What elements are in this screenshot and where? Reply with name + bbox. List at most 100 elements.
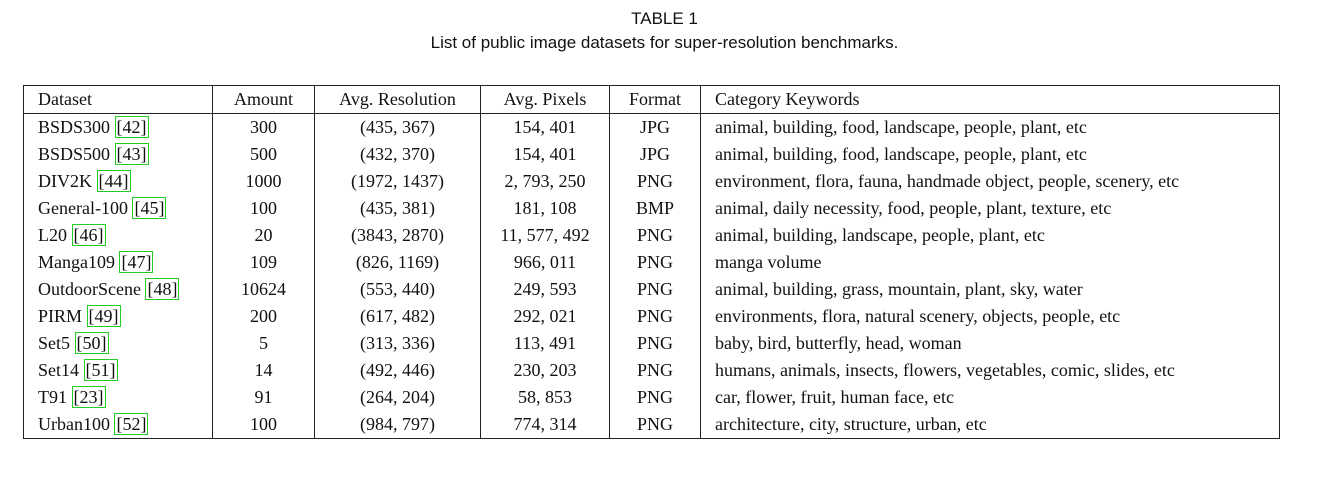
table-cell: environments, flora, natural scenery, ob…: [715, 306, 1121, 326]
citation: [47]: [119, 251, 154, 273]
table-row: OutdoorScene [48] 10624 (553, 440) 249, 593…: [23, 276, 1280, 303]
table-cell: (553, 440): [314, 276, 481, 303]
table-row: BSDS300 [42] 300 (435, 367) 154, 401 JPG anim…: [23, 113, 1280, 141]
header-row: Dataset Amount Avg. Resolution Avg. Pixels F…: [23, 85, 1280, 114]
table-cell: PNG: [609, 276, 701, 303]
table-cell: 11, 577, 492: [480, 222, 610, 249]
table-cell: 774, 314: [480, 411, 610, 439]
dataset-cell: L20 [46]: [23, 222, 213, 249]
table-cell: (1972, 1437): [314, 168, 481, 195]
table-cell: BMP: [609, 195, 701, 222]
citation: [48]: [145, 278, 180, 300]
dataset-cell: PIRM [49]: [23, 303, 213, 330]
table-cell: 230, 203: [480, 357, 610, 384]
table-row: Urban100 [52] 100 (984, 797) 774, 314 PNG arc…: [23, 411, 1280, 439]
table-cell: animal, building, grass, mountain, plant…: [715, 279, 1083, 299]
dataset-name: Urban100: [38, 414, 110, 434]
table-body: BSDS300 [42] 300 (435, 367) 154, 401 JPG anim…: [23, 113, 1280, 439]
table-cell: (492, 446): [314, 357, 481, 384]
dataset-cell: OutdoorScene [48]: [23, 276, 213, 303]
citation: [51]: [83, 359, 118, 381]
table-cell: humans, animals, insects, flowers, veget…: [715, 360, 1175, 380]
header-cell: Amount: [212, 85, 315, 114]
dataset-name: Set5: [38, 333, 71, 353]
citation: [43]: [114, 143, 149, 165]
table-cell: (435, 367): [314, 113, 481, 141]
table-row: General-100 [45] 100 (435, 381) 181, 108 BMP…: [23, 195, 1280, 222]
citation: [42]: [114, 116, 149, 138]
table-cell: baby, bird, butterfly, head, woman: [715, 333, 962, 353]
table-label: TABLE 1: [631, 9, 698, 28]
citation: [23]: [71, 386, 106, 408]
dataset-cell: Manga109 [47]: [23, 249, 213, 276]
table-cell: animal, building, food, landscape, peopl…: [715, 144, 1087, 164]
table-row: PIRM [49] 200 (617, 482) 292, 021 PNG environ…: [23, 303, 1280, 330]
dataset-name: BSDS500: [38, 144, 111, 164]
table-cell: 200: [212, 303, 315, 330]
table-cell: 249, 593: [480, 276, 610, 303]
table-cell: 1000: [212, 168, 315, 195]
table-cell: 91: [212, 384, 315, 411]
table-cell: 5: [212, 330, 315, 357]
dataset-name: DIV2K: [38, 171, 92, 191]
table-cell: (313, 336): [314, 330, 481, 357]
table-row: BSDS500 [43] 500 (432, 370) 154, 401 JPG anim…: [23, 141, 1280, 168]
dataset-table: Dataset Amount Avg. Resolution Avg. Pixels F…: [23, 85, 1280, 439]
table-cell: JPG: [609, 141, 701, 168]
header-cell: Category Keywords: [700, 85, 1280, 114]
table-cell: JPG: [609, 113, 701, 141]
dataset-cell: Set14 [51]: [23, 357, 213, 384]
table-cell: 154, 401: [480, 113, 610, 141]
dataset-name: General-100: [38, 198, 128, 218]
citation: [46]: [71, 224, 106, 246]
table-cell: PNG: [609, 357, 701, 384]
citation: [44]: [96, 170, 131, 192]
table-cell: animal, building, landscape, people, pla…: [715, 225, 1045, 245]
dataset-cell: BSDS500 [43]: [23, 141, 213, 168]
table-cell: environment, flora, fauna, handmade obje…: [715, 171, 1180, 191]
table-cell: car, flower, fruit, human face, etc: [715, 387, 954, 407]
table-cell: 58, 853: [480, 384, 610, 411]
table-cell: 109: [212, 249, 315, 276]
dataset-name: L20: [38, 225, 67, 245]
table-cell: PNG: [609, 303, 701, 330]
table-cell: 500: [212, 141, 315, 168]
table-cell: PNG: [609, 384, 701, 411]
dataset-cell: DIV2K [44]: [23, 168, 213, 195]
table-cell: 292, 021: [480, 303, 610, 330]
dataset-name: PIRM: [38, 306, 83, 326]
dataset-cell: BSDS300 [42]: [23, 113, 213, 141]
table-cell: 154, 401: [480, 141, 610, 168]
table-cell: 10624: [212, 276, 315, 303]
dataset-cell: Urban100 [52]: [23, 411, 213, 439]
table-cell: 113, 491: [480, 330, 610, 357]
dataset-name: BSDS300: [38, 117, 111, 137]
dataset-cell: T91 [23]: [23, 384, 213, 411]
table-cell: PNG: [609, 411, 701, 439]
table-cell: (3843, 2870): [314, 222, 481, 249]
dataset-name: Set14: [38, 360, 80, 380]
table-cell: (435, 381): [314, 195, 481, 222]
table-cell: (432, 370): [314, 141, 481, 168]
citation: [50]: [74, 332, 109, 354]
header-cell: Avg. Pixels: [480, 85, 610, 114]
table-cell: 181, 108: [480, 195, 610, 222]
table-cell: 14: [212, 357, 315, 384]
header-cell: Dataset: [23, 85, 213, 114]
dataset-cell: General-100 [45]: [23, 195, 213, 222]
dataset-name: Manga109: [38, 252, 115, 272]
table-row: Manga109 [47] 109 (826, 1169) 966, 011 PNG ma…: [23, 249, 1280, 276]
table-row: T91 [23] 91 (264, 204) 58, 853 PNG car, flowe…: [23, 384, 1280, 411]
dataset-cell: Set5 [50]: [23, 330, 213, 357]
table-cell: 20: [212, 222, 315, 249]
table-cell: PNG: [609, 249, 701, 276]
table-cell: (984, 797): [314, 411, 481, 439]
table-cell: 100: [212, 195, 315, 222]
dataset-name: OutdoorScene: [38, 279, 141, 299]
table-cell: architecture, city, structure, urban, et…: [715, 414, 987, 434]
table-cell: 2, 793, 250: [480, 168, 610, 195]
header-cell: Format: [609, 85, 701, 114]
table-cell: 966, 011: [480, 249, 610, 276]
table-row: Set14 [51] 14 (492, 446) 230, 203 PNG humans,…: [23, 357, 1280, 384]
